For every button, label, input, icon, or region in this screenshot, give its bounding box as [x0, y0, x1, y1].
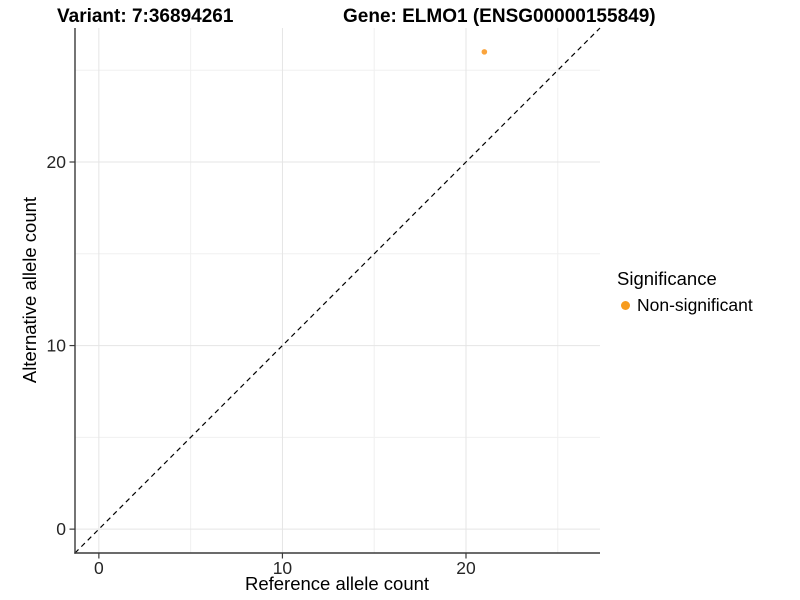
legend-item-label: Non-significant — [637, 295, 753, 315]
identity-dashed-line — [74, 27, 601, 554]
legend-title: Significance — [617, 268, 717, 289]
y-tick-label: 10 — [47, 336, 67, 356]
legend-item: Non-significant — [617, 295, 753, 316]
x-tick-label: 10 — [273, 558, 293, 578]
x-tick-label: 0 — [94, 558, 104, 578]
y-axis-title: Alternative allele count — [19, 196, 40, 384]
x-axis-title: Reference allele count — [244, 573, 430, 594]
y-tick-label: 0 — [56, 519, 66, 539]
legend-point-icon — [621, 301, 630, 310]
plot-title-gene: Gene: ELMO1 (ENSG00000155849) — [343, 6, 656, 27]
plot-title-variant: Variant: 7:36894261 — [57, 6, 234, 27]
y-tick-label: 20 — [47, 152, 67, 172]
plot-panel: 0 10 20 0 10 20 — [47, 27, 601, 578]
x-tick-label: 20 — [456, 558, 476, 578]
legend: Significance Non-significant — [617, 268, 753, 316]
plot-canvas: 0 10 20 0 10 20 — [47, 27, 601, 578]
data-point — [481, 49, 488, 55]
